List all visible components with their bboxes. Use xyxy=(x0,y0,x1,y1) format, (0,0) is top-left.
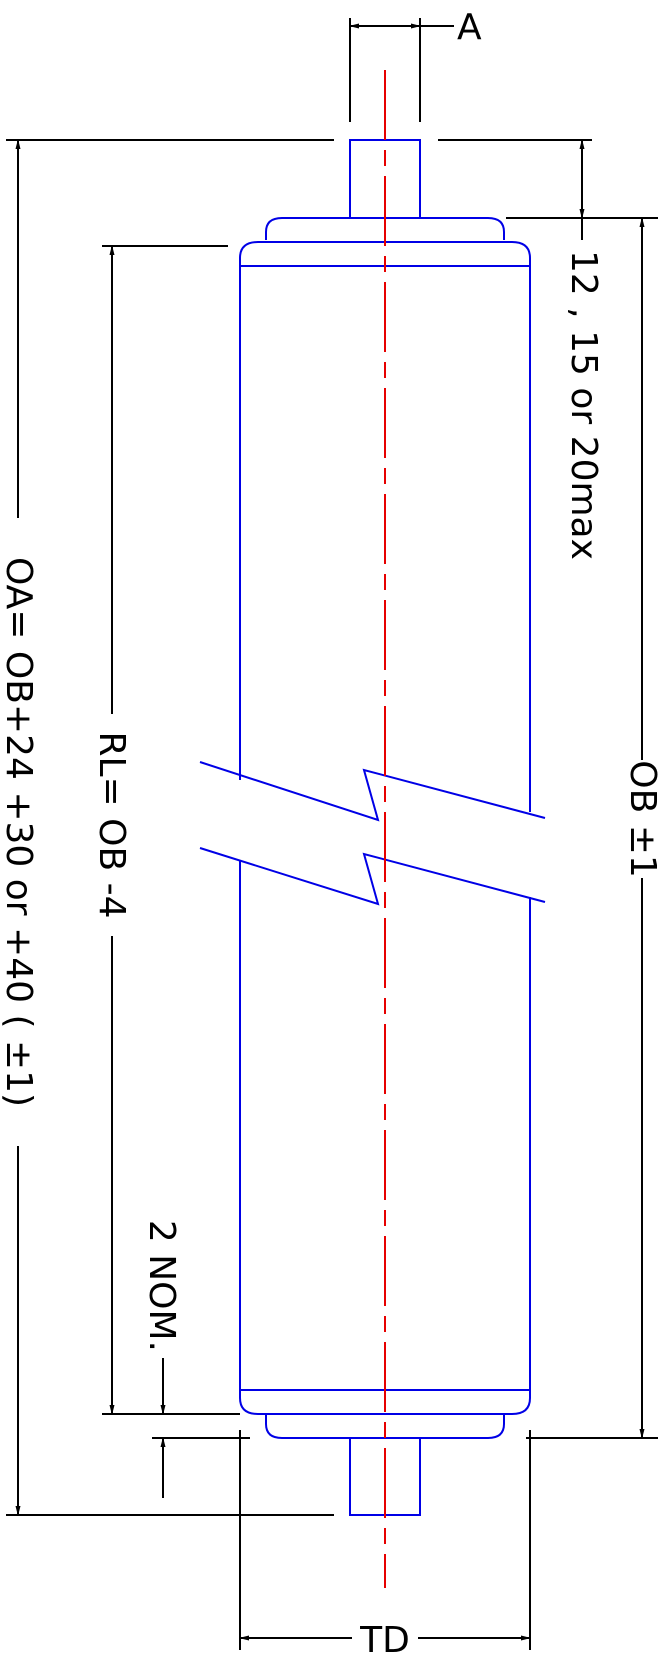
dim-rl xyxy=(102,245,240,1415)
label-oa: OA= OB+24 +30 or +40 ( ±1) xyxy=(0,557,39,1107)
label-ob: OB ±1 xyxy=(622,760,663,878)
dim-shaft-projection xyxy=(438,139,658,240)
dim-a xyxy=(349,18,454,122)
label-a: A xyxy=(457,7,482,48)
label-shaft-projection: 12 , 15 or 20max xyxy=(563,250,604,560)
label-td: TD xyxy=(359,1620,410,1658)
dim-oa xyxy=(6,139,334,1516)
label-end-cap: 2 NOM. xyxy=(141,1220,182,1352)
break-line-top xyxy=(199,761,546,822)
dim-end-cap xyxy=(152,1358,250,1498)
dim-td xyxy=(239,1430,531,1650)
break-line-bottom xyxy=(199,847,546,906)
roller-body xyxy=(199,139,546,1516)
dim-ob xyxy=(526,217,658,1439)
bottom-tube xyxy=(239,860,531,1415)
label-rl: RL= OB -4 xyxy=(91,731,132,918)
dimensions xyxy=(6,18,658,1650)
